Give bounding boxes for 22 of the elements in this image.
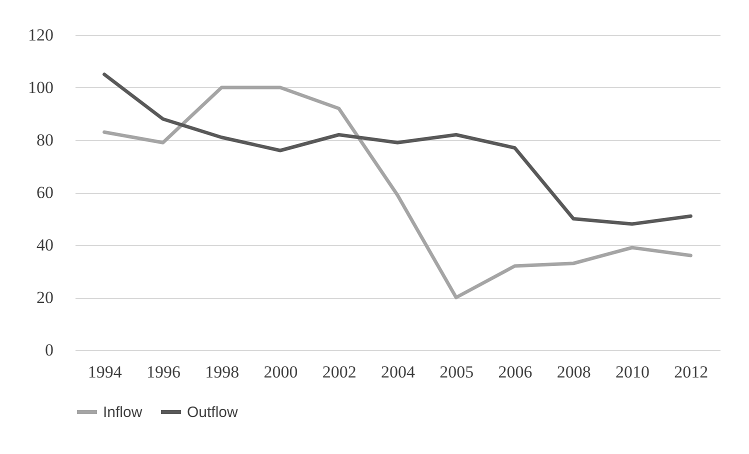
y-tick-label: 0 (45, 340, 54, 360)
x-tick-label: 1996 (146, 362, 180, 382)
y-tick-label: 80 (36, 130, 54, 150)
x-tick-label: 2010 (616, 362, 650, 382)
x-tick-label: 2004 (381, 362, 416, 382)
x-tick-label: 1994 (88, 362, 122, 382)
x-tick-label: 2002 (322, 362, 356, 382)
legend-label: Outflow (187, 404, 238, 421)
x-tick-label: 1998 (205, 362, 240, 382)
line-series (102, 72, 692, 226)
line-series (102, 86, 692, 300)
y-tick-label: 40 (36, 236, 54, 254)
x-tick-label: 2006 (498, 362, 532, 382)
y-tick-label: 120 (28, 26, 54, 44)
y-tick-label: 100 (28, 78, 54, 97)
y-tick-label: 60 (36, 183, 54, 202)
x-tick-label: 2012 (674, 362, 708, 382)
x-tick-label: 2008 (556, 362, 591, 382)
y-tick-label: 20 (36, 288, 54, 307)
legend-label: Inflow (103, 404, 142, 421)
x-tick-label: 2005 (440, 362, 474, 382)
x-tick-label: 2000 (264, 362, 298, 382)
